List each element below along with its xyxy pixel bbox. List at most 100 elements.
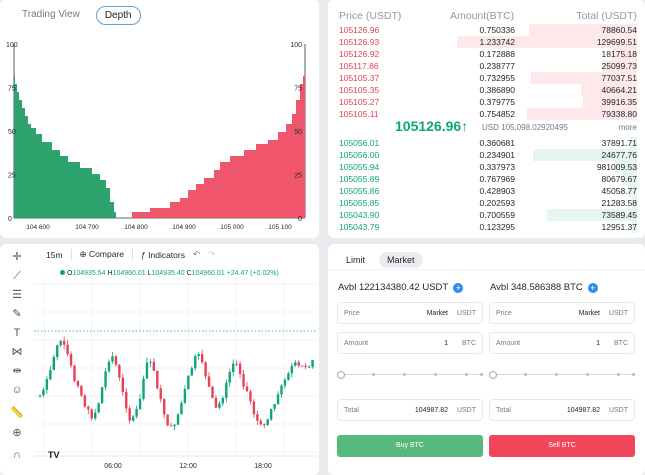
candle-body: [138, 398, 142, 410]
sell-total-field[interactable]: Total 104987.82 USDT: [489, 399, 635, 421]
bid-amount: 0.337973: [479, 162, 515, 172]
bid-row[interactable]: 105043.90 0.700559 73589.45: [328, 209, 645, 221]
tab-market[interactable]: Market: [379, 252, 423, 268]
plus-circle-icon: ⊕: [79, 249, 87, 259]
candle-body: [90, 409, 93, 419]
ask-price: 105126.92: [339, 49, 380, 59]
trend-line-icon[interactable]: ⟋: [13, 270, 21, 282]
candle-body: [169, 425, 173, 427]
compare-button[interactable]: ⊕ Compare: [79, 249, 125, 259]
candle-body: [145, 362, 149, 379]
bid-row[interactable]: 105056.00 0.234901 24677.76: [328, 149, 645, 161]
deposit-plus-icon[interactable]: +: [587, 283, 598, 293]
candle-body: [166, 414, 169, 426]
depth-bar: [531, 72, 637, 84]
buy-button[interactable]: Buy BTC: [337, 435, 483, 457]
depth-bar: [630, 137, 637, 149]
candle-body: [183, 389, 187, 403]
indicators-button[interactable]: ƒ Indicators: [141, 249, 185, 260]
buy-amount-field[interactable]: Amount 1 BTC: [337, 332, 483, 354]
depth-y-tick-left: 25: [8, 173, 16, 180]
depth-bar: [529, 24, 637, 36]
ask-row[interactable]: 105105.11 0.754852 79338.80: [328, 108, 645, 120]
tab-depth[interactable]: Depth: [95, 6, 141, 25]
bid-total: 73589.45: [601, 210, 637, 220]
bid-total: 981009.53: [596, 162, 637, 172]
bid-row[interactable]: 105055.89 0.767969 80679.67: [328, 173, 645, 185]
candle-body: [135, 409, 138, 417]
bid-amount: 0.767969: [479, 174, 515, 184]
ruler-icon[interactable]: 📏: [10, 407, 24, 419]
bid-row[interactable]: 105055.85 0.202593 21283.58: [328, 197, 645, 209]
candle-body: [42, 389, 45, 396]
depth-x-tick: 104 600: [26, 224, 50, 231]
candle-body: [152, 361, 156, 371]
candle-body: [297, 362, 300, 366]
tab-trading-view[interactable]: Trading View: [22, 9, 80, 20]
bid-row[interactable]: 105055.86 0.428903 45058.77: [328, 185, 645, 197]
undo-icon[interactable]: ↶: [192, 249, 201, 259]
slider-handle[interactable]: [489, 371, 497, 379]
more-link[interactable]: more: [618, 123, 637, 132]
depth-y-tick-right: 50: [294, 129, 302, 136]
candle-body: [142, 378, 145, 399]
tradingview-logo: TV: [48, 450, 60, 460]
depth-bar: [581, 84, 637, 96]
ask-row[interactable]: 105105.27 0.379775 39916.35: [328, 96, 645, 108]
asks-list: 105126.96 0.750336 78860.54 105126.93 1.2337…: [328, 24, 645, 120]
bid-row[interactable]: 105056.01 0.360681 37891.71: [328, 137, 645, 149]
candle-body: [56, 345, 59, 358]
candle-body: [173, 424, 176, 427]
sell-button[interactable]: Sell BTC: [489, 435, 635, 457]
candle-body: [211, 386, 214, 398]
bid-price: 105055.94: [339, 162, 380, 172]
bid-row[interactable]: 105043.79 0.123295 12951.37: [328, 221, 645, 233]
ask-row[interactable]: 105126.92 0.172888 18175.18: [328, 48, 645, 60]
sell-amount-field[interactable]: Amount 1 BTC: [489, 332, 635, 354]
sell-amount-slider[interactable]: [489, 370, 635, 380]
candle-body: [252, 401, 256, 415]
candlestick-chart: 06:00 12:00 18:00 TV: [34, 278, 317, 470]
buy-amount-slider[interactable]: [337, 370, 483, 380]
depth-y-tick-left: 50: [8, 129, 16, 136]
bid-depth-area: [14, 76, 116, 218]
ask-amount: 0.238777: [479, 61, 515, 71]
depth-bar: [583, 96, 637, 108]
measure-range-icon[interactable]: ⇹: [12, 365, 22, 377]
depth-bar: [457, 36, 637, 48]
sell-price-field[interactable]: Price Market USDT: [489, 302, 635, 324]
candle-body: [190, 368, 193, 376]
bid-price: 105043.90: [339, 210, 380, 220]
ask-amount: 0.754852: [479, 109, 515, 119]
ask-row[interactable]: 105126.96 0.750336 78860.54: [328, 24, 645, 36]
candle-body: [118, 364, 121, 378]
ask-row[interactable]: 105126.93 1.233742 129699.51: [328, 36, 645, 48]
slider-handle[interactable]: [337, 371, 345, 379]
interval-selector[interactable]: 15m: [46, 249, 63, 260]
fib-lines-icon[interactable]: ☰: [12, 289, 22, 301]
drawing-toolbar: ✛ ⟋ ☰ ✎ T ⋈ ⇹ ☺ 📏 ⊕ ∩: [0, 244, 34, 475]
ohlc-legend: O104935.54 H104960.01 L104935.40 C104960…: [60, 270, 279, 277]
crosshair-icon[interactable]: ✛: [12, 251, 22, 263]
depth-bar: [603, 60, 637, 72]
magnet-icon[interactable]: ∩: [13, 449, 21, 461]
bid-amount: 0.360681: [479, 138, 515, 148]
ask-row[interactable]: 105105.37 0.732955 77037.51: [328, 72, 645, 84]
candle-body: [207, 376, 211, 387]
ask-row[interactable]: 105117.86 0.238777 25099.73: [328, 60, 645, 72]
deposit-plus-icon[interactable]: +: [453, 283, 464, 293]
zoom-in-icon[interactable]: ⊕: [12, 427, 22, 439]
redo-icon[interactable]: ↷: [208, 249, 216, 259]
candle-body: [80, 385, 83, 396]
buy-price-field[interactable]: Price Market USDT: [337, 302, 483, 324]
bid-row[interactable]: 105055.94 0.337973 981009.53: [328, 161, 645, 173]
candle-body: [66, 344, 69, 355]
text-tool-icon[interactable]: T: [13, 327, 21, 339]
brush-icon[interactable]: ✎: [12, 308, 22, 320]
ask-total: 78860.54: [601, 25, 637, 35]
emoji-icon[interactable]: ☺: [11, 384, 23, 396]
pattern-icon[interactable]: ⋈: [11, 346, 23, 358]
ask-row[interactable]: 105105.35 0.386890 40664.21: [328, 84, 645, 96]
tab-limit[interactable]: Limit: [346, 255, 366, 265]
buy-total-field[interactable]: Total 104987.82 USDT: [337, 399, 483, 421]
